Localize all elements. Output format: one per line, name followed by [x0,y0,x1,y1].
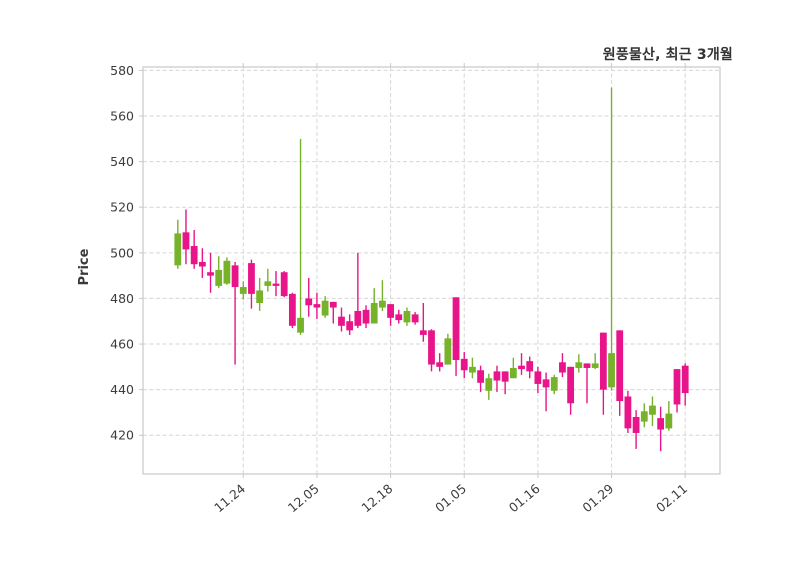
y-tick-label: 520 [110,200,134,215]
y-tick-label: 440 [110,382,134,397]
x-tick-label: 11.24 [211,481,248,516]
candle-body [444,338,452,365]
candle-body [190,245,198,265]
candle-body [256,290,264,303]
candle-body [288,293,296,326]
candle-body [280,272,288,297]
y-axis-title: Price [77,248,92,286]
candle-body [378,300,386,308]
candle-body [411,314,419,323]
candle-body [501,371,509,382]
candle-body [681,365,689,394]
y-tick-label: 540 [110,154,134,169]
candle-body [460,358,468,371]
candle-body [395,314,403,321]
y-tick-label: 460 [110,337,134,352]
candle-body [518,365,525,370]
candle-body [550,377,558,391]
candle-body [575,362,583,368]
candle-body [182,232,190,250]
candle-body [485,378,493,391]
candle-body [665,413,673,429]
candle-body [649,405,656,415]
candle-body [608,353,615,388]
candle-body [526,361,534,372]
y-tick-label: 560 [110,109,134,124]
candle-body [231,265,239,288]
candle-body [387,304,394,318]
candle-body [338,316,345,326]
candle-body [313,304,321,308]
candle-body [329,301,337,308]
x-tick-label: 01.29 [579,481,616,516]
candle-body [599,332,607,390]
candle-body [657,418,665,430]
candle-body [215,269,223,286]
candle-body [673,369,681,405]
candle-body [436,362,444,367]
candle-body [469,366,476,373]
candle-body [346,321,354,331]
y-tick-label: 500 [110,245,134,260]
candle-body [239,287,247,294]
plot-border [142,66,721,475]
candle-body [305,298,313,306]
candle-body [198,261,206,267]
candle-body [534,371,542,384]
candle-body [297,317,304,333]
candle-body [559,362,566,373]
candle-body [264,281,272,286]
candle-body [493,371,501,381]
chart-title: 원풍물산, 최근 3개월 [602,47,733,63]
x-tick-label: 12.18 [358,481,395,516]
candle-body [428,330,435,365]
candle-body [567,366,575,404]
candle-body [272,283,280,286]
candle-body [616,330,624,402]
candle-body [403,310,411,323]
candle-body [591,363,599,368]
candle-body [452,297,460,360]
candle-body [583,363,591,368]
x-tick-label: 01.05 [432,481,469,516]
candle-body [321,300,329,316]
candle-body [509,367,517,379]
candle-body [207,272,214,276]
candle-body [477,370,485,383]
candle-body [174,233,182,266]
candle-body [362,309,370,324]
candle-body [248,263,255,294]
x-tick-label: 12.05 [285,481,322,516]
y-tick-label: 480 [110,291,134,306]
candle-body [632,416,640,433]
candle-body [542,379,550,388]
y-tick-label: 580 [110,63,134,78]
candle-body [370,302,378,324]
candle-body [223,260,231,284]
x-tick-label: 01.16 [506,481,543,516]
candle-body [419,330,427,335]
candle-body [624,396,632,429]
candle-body [354,310,362,326]
candle-body [640,411,648,422]
x-tick-label: 02.11 [653,481,690,516]
y-tick-label: 420 [110,428,134,443]
